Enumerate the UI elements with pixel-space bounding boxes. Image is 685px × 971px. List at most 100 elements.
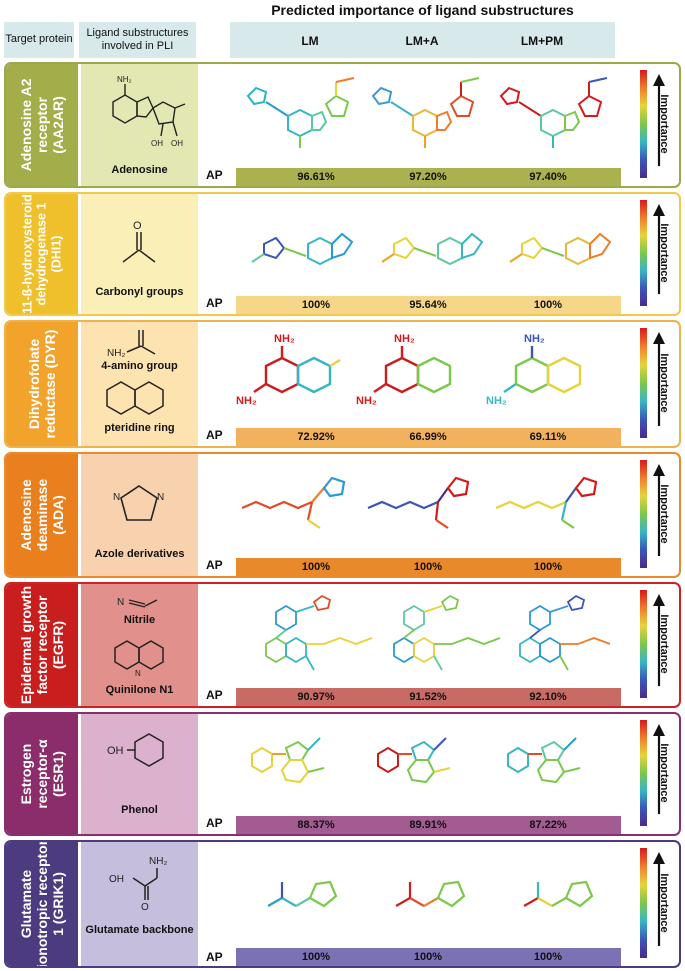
protein-label-box: Glutamate ionotropic receptor 1 (GRIK1) [6,842,78,966]
importance-molecules [251,232,612,266]
phenol-structure: OH [107,733,164,767]
importance-label: Importance [658,614,670,674]
ap-value-lm-pm: 97.40% [529,171,567,183]
importance-arrow-icon [653,204,665,294]
protein-name-line: dehydrogenase 1 [34,202,49,306]
ap-value-lm: 88.37% [297,819,335,831]
substructure-box: OH NH₂ O Glutamate backbone [81,842,198,966]
protein-label-box: Estrogen receptor-α (ESR1) [6,714,78,834]
panel-esr1: Estrogen receptor-α (ESR1) OH Phenol [4,712,681,836]
importance-label: Importance [658,223,670,283]
panel-aa2ar: Adenosine A2 receptor (AA2AR) NH₂ OH OH … [4,62,681,188]
protein-name-line: Adenosine [17,479,34,551]
importance-color-scale [640,720,647,826]
ap-value-lm-a: 66.99% [409,431,447,443]
panel-dhi1: 11-ß-hydroxysteroid dehydrogenase 1 (DHI… [4,192,681,316]
glutamate-backbone-structure: OH NH₂ O [109,856,167,912]
protein-name-line: 1 (GRIK1) [50,872,67,936]
svg-text:NH₂: NH₂ [107,348,125,359]
ap-value-lm-pm: 100% [533,561,563,573]
substructure-label-text: Glutamate backbone [85,924,194,936]
protein-name-line: Adenosine A2 [17,78,34,172]
protein-name: Adenosine deaminase (ADA) [18,479,66,551]
protein-name-line: Glutamate [17,869,34,939]
ap-value-lm-pm: 69.11% [529,431,567,443]
header-col-lm-a: LM+A [405,34,439,48]
importance-color-scale [640,70,647,178]
importance-arrow-icon [653,724,665,814]
nitrile-structure: N [117,597,158,608]
ap-bar: 90.97% 91.52% 92.10% [236,688,621,706]
importance-molecules [246,77,608,148]
protein-name-line: receptor-α [33,739,50,809]
importance-label: Importance [658,353,670,413]
ap-value-lm-pm: 100% [533,299,563,311]
header-col-lm-pm: LM+PM [520,34,564,48]
svg-text:NH₂: NH₂ [149,856,167,867]
protein-name-line: deaminase [33,478,50,552]
substructure-label: Nitrile [123,614,156,626]
importance-legend: Importance [636,70,679,178]
importance-arrow-icon [653,74,665,166]
amino-group-structure: NH₂ [107,330,156,359]
substructure-label: Carbonyl groups [95,286,184,298]
ap-value-lm: 100% [301,951,331,963]
svg-text:OH: OH [151,139,163,148]
ap-value-lm: 90.97% [297,691,335,703]
carbonyl-structure: O [122,220,156,263]
svg-text:N: N [117,597,124,608]
pteridine-structure [106,381,164,415]
ap-label: AP [206,558,223,572]
ap-value-lm-pm: 92.10% [529,691,567,703]
protein-label-box: Adenosine A2 receptor (AA2AR) [6,64,78,186]
protein-label-box: 11-ß-hydroxysteroid dehydrogenase 1 (DHI… [6,194,78,314]
svg-text:OH: OH [109,874,124,885]
importance-color-scale [640,590,647,698]
ap-value-lm-a: 97.20% [409,171,447,183]
importance-molecules: NH₂ NH₂ NH₂ NH₂ NH₂ NH₂ [236,333,582,407]
protein-name: Epidermal growth factor receptor (EGFR) [18,586,66,704]
svg-text:NH₂: NH₂ [394,333,415,345]
protein-name-line: (ADA) [50,495,67,535]
ap-bar: 88.37% 89.91% 87.22% [236,816,621,834]
substructure-label: 4-amino group [101,360,178,372]
ap-value-lm-a: 100% [413,561,443,573]
ap-value-lm: 100% [301,561,331,573]
importance-label: Importance [658,94,670,154]
svg-text:NH₂: NH₂ [236,395,257,407]
header-ligand-substructures: Ligand substructures involved in PLI [79,22,196,58]
importance-label: Importance [658,743,670,803]
svg-text:NH₂: NH₂ [524,333,545,345]
svg-text:N: N [113,492,120,503]
protein-name-line: (AA2AR) [50,96,67,154]
svg-text:O: O [141,902,149,912]
panel-egfr: Epidermal growth factor receptor (EGFR) … [4,582,681,708]
importance-color-scale [640,328,647,438]
svg-text:OH: OH [171,139,183,148]
importance-color-scale [640,460,647,568]
substructure-box: NH₂ OH OH Adenosine [81,64,198,186]
ap-value-lm-pm: 87.22% [529,819,567,831]
svg-text:OH: OH [107,745,124,757]
panel-grik1: Glutamate ionotropic receptor 1 (GRIK1) … [4,840,681,968]
protein-name-line: ionotropic receptor [33,840,50,968]
importance-molecules [251,737,581,784]
substructure-label: Phenol [121,804,158,816]
ap-bar: 72.92% 66.99% 69.11% [236,428,621,446]
svg-text:NH₂: NH₂ [274,333,295,345]
protein-name-line: (EGFR) [50,620,67,670]
protein-name-line: Epidermal growth [17,585,34,705]
ap-value-lm-pm: 100% [533,951,563,963]
ap-bar: 96.61% 97.20% 97.40% [236,168,621,186]
svg-text:NH₂: NH₂ [486,395,507,407]
ap-label: AP [206,168,223,182]
importance-color-scale [640,848,647,958]
ap-label: AP [206,428,223,442]
substructure-box: NH₂ 4-amino group pteridine ring [81,322,198,446]
figure-title: Predicted importance of ligand substruct… [271,2,574,18]
importance-label: Importance [658,484,670,544]
svg-text:O: O [133,220,142,232]
importance-arrow-icon [653,332,665,426]
substructure-box: O Carbonyl groups [81,194,198,314]
importance-label: Importance [658,873,670,933]
